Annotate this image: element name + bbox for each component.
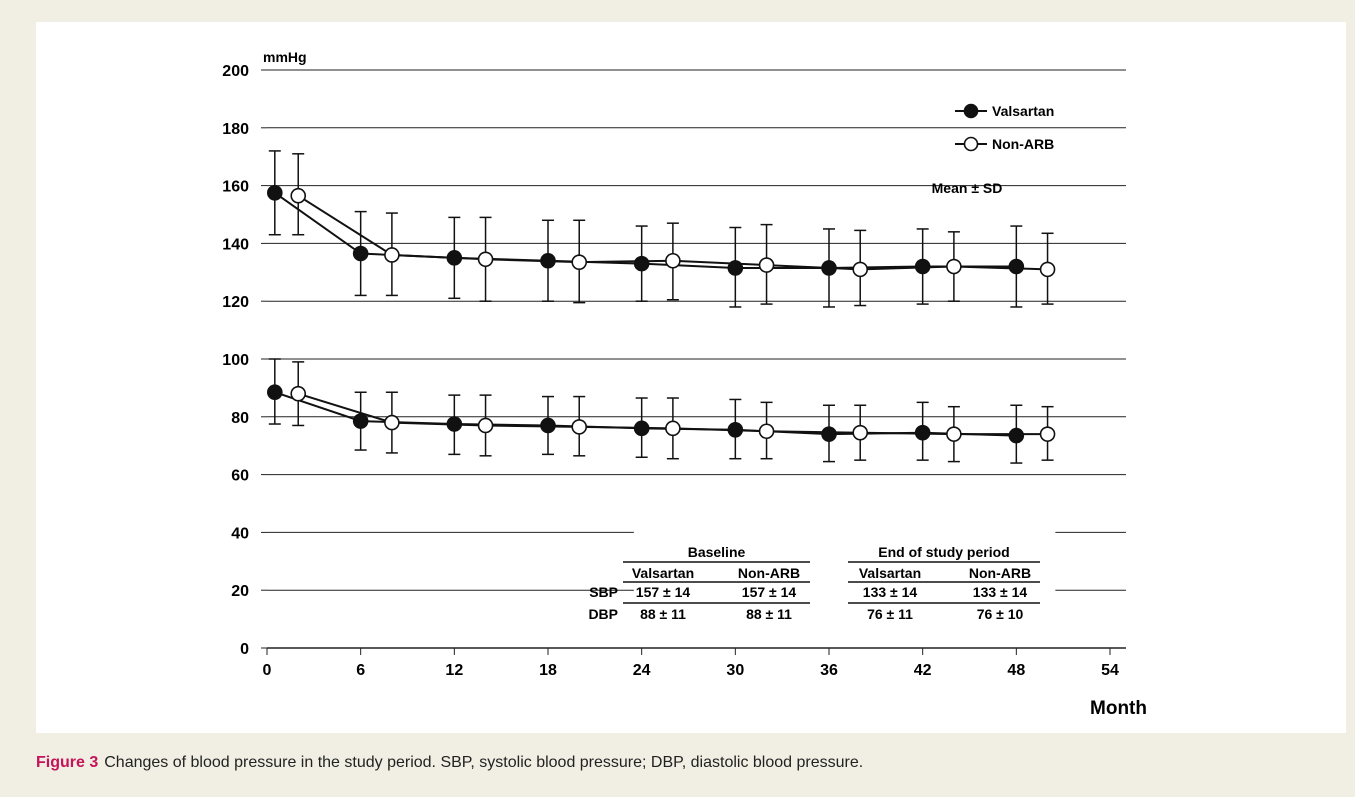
- y-tick-label: 20: [231, 583, 249, 600]
- table-column-header: Valsartan: [859, 565, 921, 581]
- y-axis-label: mmHg: [263, 49, 307, 65]
- x-tick-label: 36: [820, 662, 838, 679]
- y-tick-label: 40: [231, 525, 249, 542]
- plot-frame: [36, 22, 1346, 733]
- data-point-non-arb-dbp: [1039, 426, 1056, 442]
- x-tick-label: 42: [914, 662, 932, 679]
- x-tick-label: 48: [1007, 662, 1025, 679]
- data-point-non-arb-sbp: [946, 258, 962, 275]
- table-cell: 76 ± 10: [977, 606, 1024, 622]
- table-cell: 88 ± 11: [746, 606, 792, 622]
- data-point-non-arb-dbp: [946, 426, 962, 442]
- figure-caption: Figure 3 Changes of blood pressure in the…: [36, 754, 863, 772]
- x-tick-label: 54: [1101, 662, 1119, 679]
- table-group-header: End of study period: [878, 544, 1009, 560]
- series-layer: [267, 150, 1056, 464]
- inset-table: Baseline End of study period Valsartan Non-…: [588, 544, 1040, 622]
- figure-caption-text: Changes of blood pressure in the study p…: [104, 754, 864, 771]
- table-cell: 76 ± 11: [867, 606, 913, 622]
- y-tick-label: 200: [222, 63, 249, 80]
- x-tick-label: 6: [356, 662, 365, 679]
- table-column-header: Non-ARB: [738, 565, 800, 581]
- x-axis-label: Month: [1090, 698, 1147, 719]
- data-point-non-arb-sbp: [852, 261, 869, 278]
- data-point-valsartan-dbp: [267, 384, 283, 401]
- x-tick-label: 12: [445, 662, 463, 679]
- y-tick-label: 160: [222, 179, 249, 196]
- blood-pressure-chart: 0 20 40 60 80 100 120 140 160 180 200 0 6 12 18 24 30 36…: [222, 49, 1147, 719]
- table-column-header: Non-ARB: [969, 565, 1031, 581]
- figure-label: Figure 3: [36, 754, 99, 771]
- data-point-valsartan-dbp: [821, 426, 837, 442]
- legend-marker: [963, 103, 979, 119]
- x-tick-label: 0: [263, 662, 272, 679]
- legend-label: Non-ARB: [992, 136, 1054, 152]
- data-point-valsartan-sbp: [633, 255, 650, 272]
- grid-lines: [267, 69, 1126, 591]
- table-column-header: Valsartan: [632, 565, 694, 581]
- data-point-non-arb-dbp: [571, 419, 588, 435]
- data-point-non-arb-dbp: [384, 414, 400, 431]
- data-point-valsartan-sbp: [352, 245, 369, 262]
- data-point-non-arb-dbp: [290, 385, 307, 402]
- y-tick-label: 80: [231, 410, 249, 427]
- data-point-non-arb-sbp: [571, 254, 588, 270]
- table-group-header: Baseline: [688, 544, 746, 560]
- table-cell: 133 ± 14: [863, 584, 918, 600]
- data-point-valsartan-sbp: [1008, 258, 1025, 275]
- y-tick-label: 180: [222, 121, 249, 138]
- y-tick-label: 140: [222, 236, 249, 253]
- table-cell: 133 ± 14: [973, 584, 1028, 600]
- data-point-non-arb-dbp: [477, 417, 494, 434]
- y-tick-label: 120: [222, 294, 249, 311]
- table-cell: 157 ± 14: [742, 584, 797, 600]
- table-row-label: SBP: [589, 584, 618, 600]
- y-tick-label: 60: [231, 468, 249, 485]
- x-tick-label: 18: [539, 662, 557, 679]
- data-point-non-arb-dbp: [758, 423, 775, 440]
- data-point-valsartan-dbp: [352, 413, 369, 429]
- data-point-non-arb-sbp: [477, 251, 494, 268]
- data-point-non-arb-sbp: [290, 187, 307, 204]
- x-tick-label: 24: [633, 662, 651, 679]
- legend-label: Valsartan: [992, 103, 1054, 119]
- data-point-non-arb-sbp: [384, 247, 400, 263]
- data-point-non-arb-sbp: [665, 252, 681, 269]
- mean-sd-annotation: Mean ± SD: [932, 180, 1003, 196]
- data-point-non-arb-sbp: [758, 257, 775, 273]
- data-point-non-arb-dbp: [665, 420, 681, 437]
- y-tick-label: 0: [240, 641, 249, 658]
- table-row-label: DBP: [588, 606, 618, 622]
- x-axis: 0 6 12 18 24 30 36 42 48 54: [263, 647, 1126, 679]
- table-cell: 157 ± 14: [636, 584, 691, 600]
- data-point-non-arb-sbp: [1039, 261, 1056, 278]
- legend: Valsartan Non-ARB: [955, 103, 1054, 152]
- data-point-valsartan-dbp: [1008, 427, 1025, 444]
- x-tick-label: 30: [726, 662, 744, 679]
- y-axis-ticks: 0 20 40 60 80 100 120 140 160 180 200: [222, 63, 267, 658]
- data-point-valsartan-sbp: [267, 185, 283, 201]
- y-tick-label: 100: [222, 352, 249, 369]
- table-cell: 88 ± 11: [640, 606, 686, 622]
- data-point-non-arb-dbp: [852, 424, 869, 441]
- legend-marker: [963, 136, 979, 152]
